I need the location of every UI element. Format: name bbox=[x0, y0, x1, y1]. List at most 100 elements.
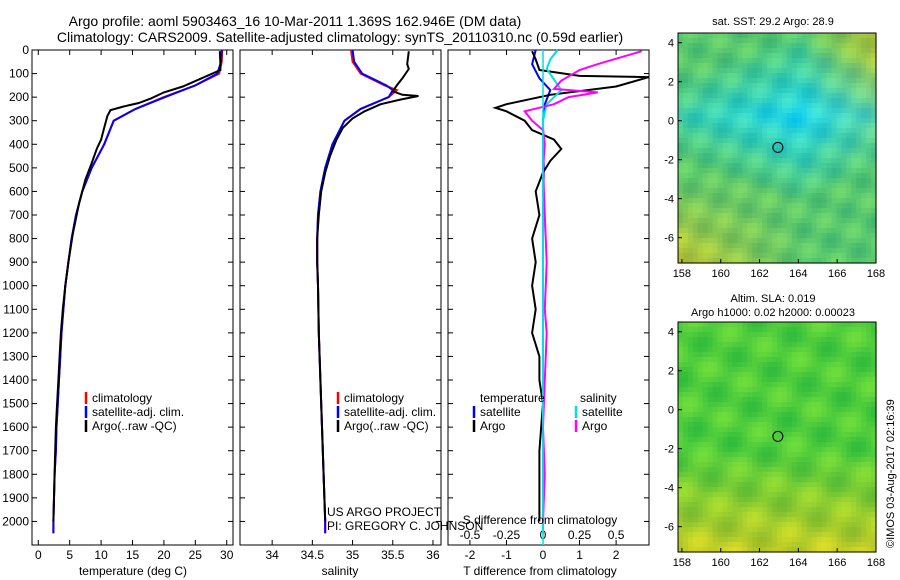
map-cell bbox=[702, 138, 709, 144]
map-cell bbox=[781, 143, 788, 149]
map-cell bbox=[831, 472, 837, 478]
map-cell bbox=[846, 527, 852, 533]
map-cell bbox=[752, 258, 758, 264]
map-cell bbox=[757, 452, 763, 458]
map-cell bbox=[727, 352, 734, 358]
map-cell bbox=[821, 158, 828, 164]
map-cell bbox=[801, 382, 808, 388]
map-cell bbox=[772, 238, 778, 244]
map-cell bbox=[836, 118, 842, 124]
map-cell bbox=[816, 402, 823, 408]
map-cell bbox=[856, 517, 862, 523]
map-cell bbox=[682, 168, 689, 174]
map-cell bbox=[836, 68, 842, 74]
map-cell bbox=[777, 43, 783, 49]
map-cell bbox=[697, 208, 704, 214]
map-cell bbox=[722, 472, 729, 478]
map-cell bbox=[806, 128, 813, 134]
map-cell bbox=[772, 527, 778, 533]
map-cell bbox=[752, 397, 758, 403]
map-cell bbox=[747, 233, 753, 239]
map-cell bbox=[826, 447, 833, 453]
map-cell bbox=[786, 38, 793, 44]
map-cell bbox=[707, 432, 714, 438]
map-cell bbox=[796, 427, 803, 433]
map-cell bbox=[866, 437, 872, 443]
map-cell bbox=[687, 218, 694, 224]
map-cell bbox=[697, 43, 704, 49]
map-cell bbox=[871, 322, 877, 328]
map-cell bbox=[861, 337, 867, 343]
map-cell bbox=[861, 447, 867, 453]
map-cell bbox=[742, 218, 748, 224]
map-cell bbox=[742, 427, 748, 433]
map-cell bbox=[772, 367, 778, 373]
map-cell bbox=[781, 432, 788, 438]
map-cell bbox=[772, 188, 778, 194]
map-cell bbox=[692, 228, 699, 234]
map-cell bbox=[737, 442, 743, 448]
map-cell bbox=[806, 213, 813, 219]
map-cell bbox=[846, 203, 852, 209]
map-cell bbox=[707, 238, 714, 244]
map-cell bbox=[772, 43, 778, 49]
map-cell bbox=[781, 377, 788, 383]
map-cell bbox=[786, 477, 793, 483]
map-cell bbox=[841, 487, 847, 493]
map-x-tick-label: 166 bbox=[828, 557, 846, 569]
map-cell bbox=[777, 183, 783, 189]
map-cell bbox=[836, 138, 842, 144]
map-cell bbox=[732, 193, 738, 199]
map-cell bbox=[801, 472, 808, 478]
map-cell bbox=[786, 118, 793, 124]
map-cell bbox=[826, 158, 833, 164]
map-cell bbox=[861, 432, 867, 438]
map-cell bbox=[801, 387, 808, 393]
map-cell bbox=[702, 248, 709, 254]
map-cell bbox=[846, 258, 852, 264]
map-cell bbox=[712, 527, 719, 533]
map-cell bbox=[786, 203, 793, 209]
map-cell bbox=[861, 377, 867, 383]
map-cell bbox=[682, 347, 689, 353]
map-cell bbox=[821, 243, 828, 249]
map-cell bbox=[697, 322, 704, 328]
map-cell bbox=[861, 103, 867, 109]
map-cell bbox=[722, 497, 729, 503]
map-cell bbox=[846, 542, 852, 548]
map-cell bbox=[737, 73, 743, 79]
map-cell bbox=[801, 148, 808, 154]
map-cell bbox=[717, 93, 724, 99]
map-cell bbox=[697, 462, 704, 468]
map-cell bbox=[682, 442, 689, 448]
map-cell bbox=[712, 233, 719, 239]
map-cell bbox=[846, 357, 852, 363]
map-cell bbox=[682, 367, 689, 373]
map-cell bbox=[737, 218, 743, 224]
map-cell bbox=[777, 362, 783, 368]
map-cell bbox=[742, 193, 748, 199]
map-cell bbox=[806, 442, 813, 448]
map-cell bbox=[846, 377, 852, 383]
map-cell bbox=[727, 452, 734, 458]
map-cell bbox=[767, 457, 773, 463]
map-cell bbox=[786, 532, 793, 538]
map-cell bbox=[866, 422, 872, 428]
map-cell bbox=[826, 183, 833, 189]
map-cell bbox=[737, 347, 743, 353]
map-cell bbox=[712, 357, 719, 363]
map-cell bbox=[772, 33, 778, 39]
map-cell bbox=[821, 238, 828, 244]
map-cell bbox=[747, 153, 753, 159]
map-cell bbox=[836, 492, 842, 498]
map-cell bbox=[692, 357, 699, 363]
map-cell bbox=[727, 392, 734, 398]
map-cell bbox=[702, 517, 709, 523]
map-cell bbox=[678, 402, 684, 408]
map-cell bbox=[702, 178, 709, 184]
map-cell bbox=[801, 103, 808, 109]
map-cell bbox=[762, 123, 768, 129]
map-cell bbox=[806, 123, 813, 129]
map-cell bbox=[682, 33, 689, 39]
map-cell bbox=[856, 148, 862, 154]
